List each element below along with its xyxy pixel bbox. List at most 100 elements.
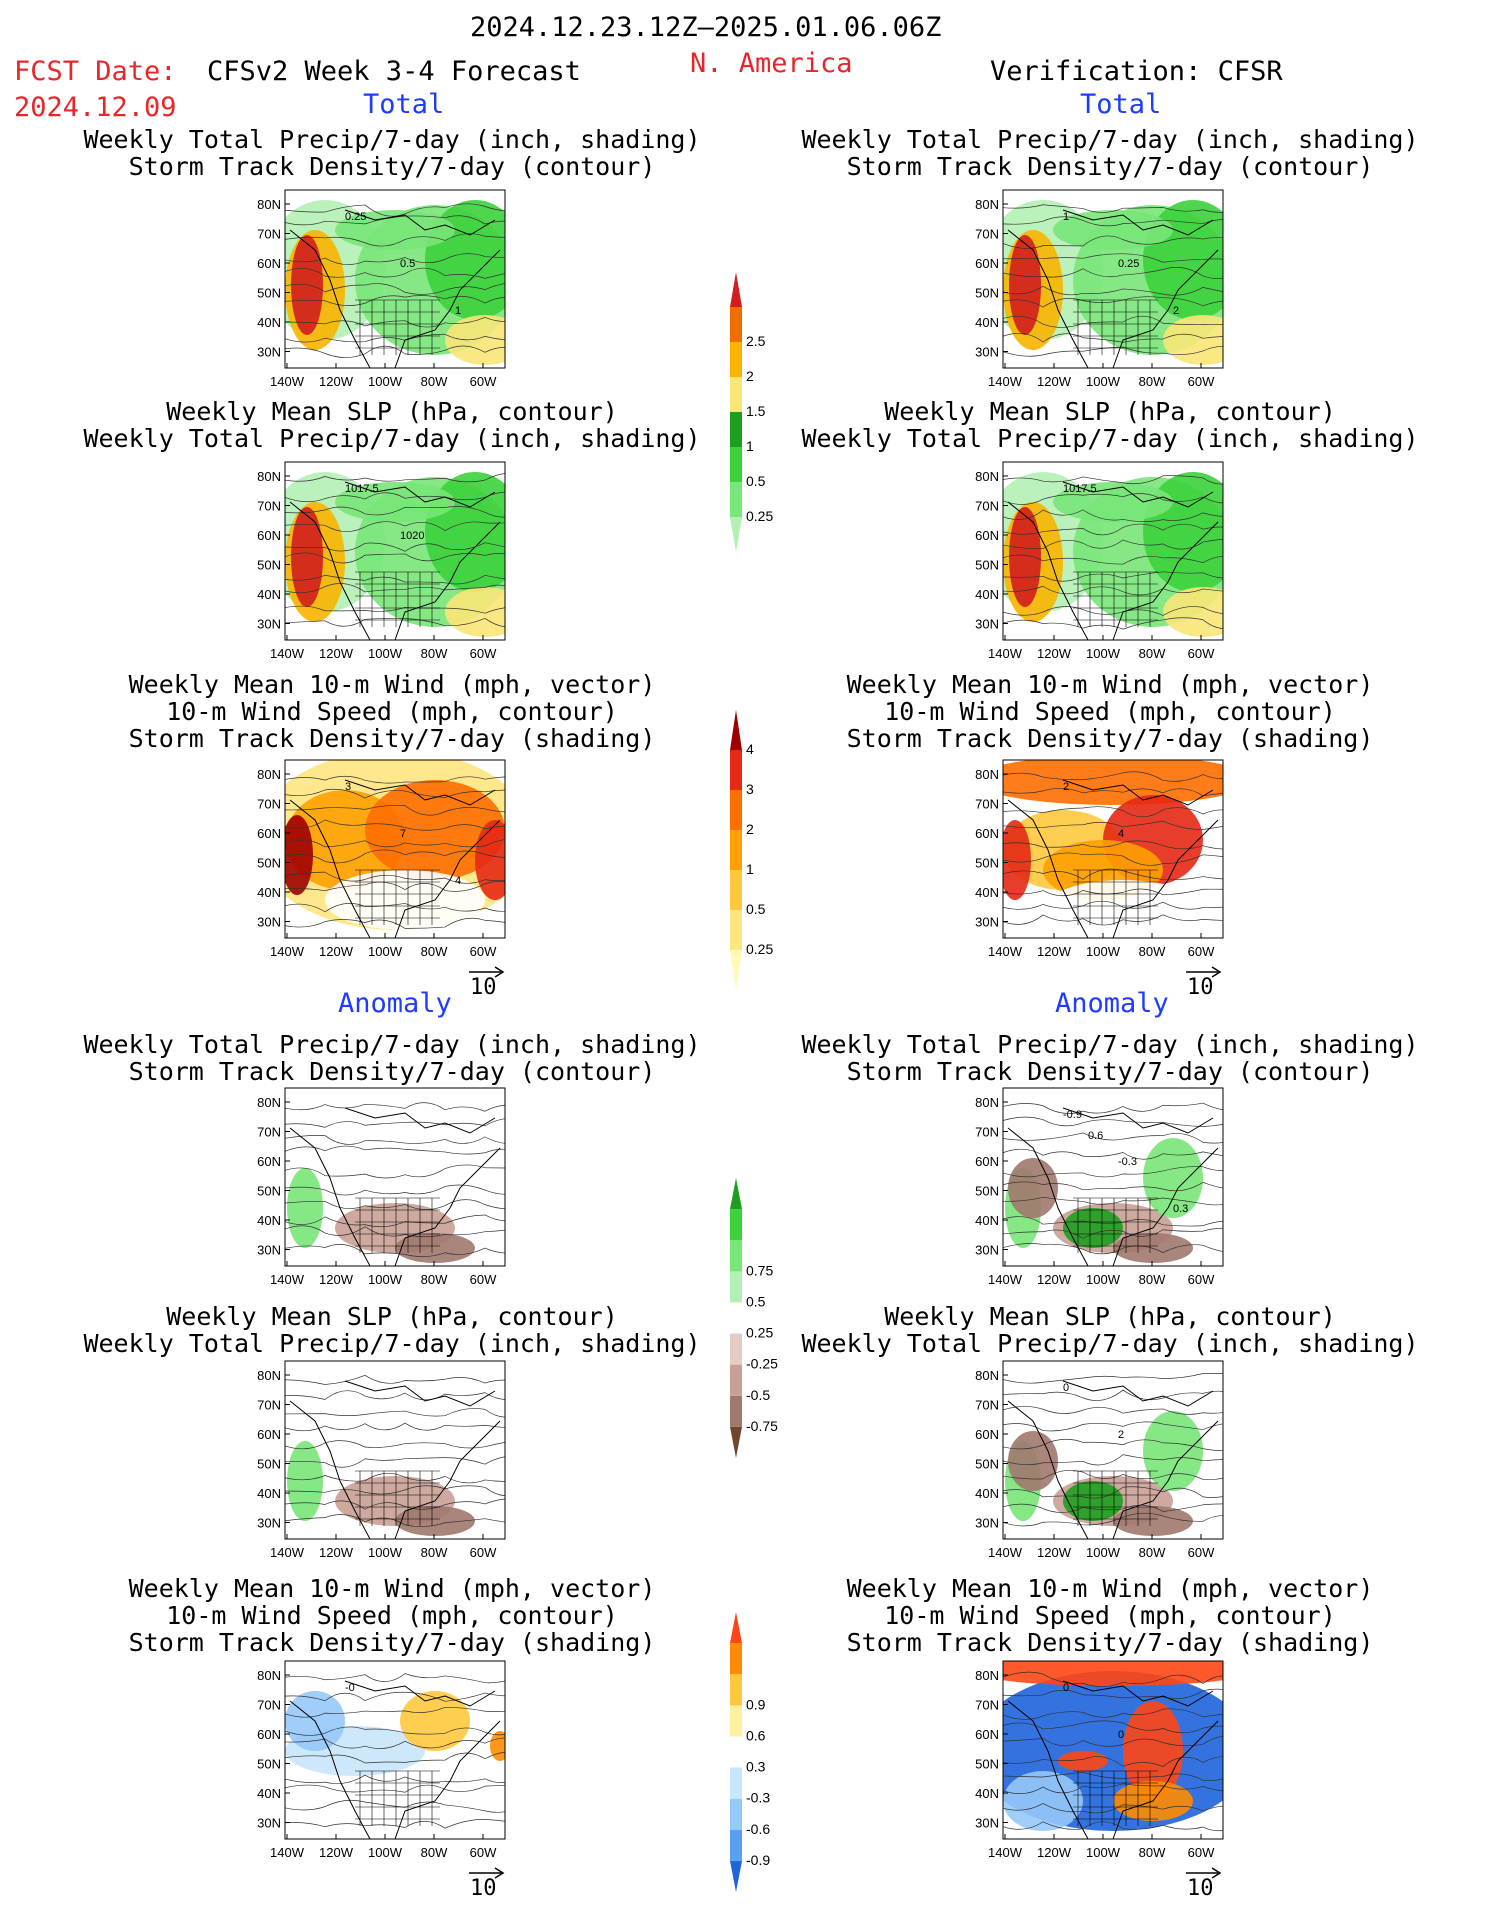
y-tick-label: 60N xyxy=(975,1427,999,1442)
y-tick-label: 70N xyxy=(975,1125,999,1140)
colorbar-label: 0.75 xyxy=(746,1262,773,1278)
colorbar-swatch xyxy=(730,950,742,990)
x-tick-label: 80W xyxy=(421,1845,448,1860)
x-tick-label: 120W xyxy=(319,374,354,389)
panel-title-L3: Weekly Mean 10-m Wind (mph, vector) 10-m … xyxy=(62,671,722,752)
colorbar-swatch xyxy=(730,342,742,377)
y-tick-label: 70N xyxy=(257,1698,281,1713)
panel-title-line: Weekly Total Precip/7-day (inch, shading… xyxy=(801,125,1419,154)
x-tick-label: 60W xyxy=(470,1845,497,1860)
y-tick-label: 80N xyxy=(257,469,281,484)
colorbar-swatch xyxy=(730,1612,742,1644)
panel-title-line: Weekly Mean 10-m Wind (mph, vector) xyxy=(128,670,656,699)
anomaly-left-label: Anomaly xyxy=(338,988,452,1019)
colorbar-label: -0.5 xyxy=(746,1387,770,1403)
x-tick-label: 120W xyxy=(1037,1845,1072,1860)
contour-label: 4 xyxy=(1118,828,1124,840)
y-tick-label: 60N xyxy=(257,826,281,841)
y-tick-label: 50N xyxy=(257,1184,281,1199)
panel-title-line: Weekly Mean 10-m Wind (mph, vector) xyxy=(846,670,1374,699)
x-tick-label: 140W xyxy=(988,1272,1023,1287)
x-tick-label: 60W xyxy=(1188,1272,1215,1287)
colorbar-swatch xyxy=(730,307,742,342)
x-tick-label: 120W xyxy=(319,1845,354,1860)
y-tick-label: 40N xyxy=(975,1213,999,1228)
colorbar-swatch xyxy=(730,1426,742,1458)
colorbar-swatch xyxy=(730,482,742,517)
contour-label: 2 xyxy=(1063,781,1069,793)
y-tick-label: 60N xyxy=(257,528,281,543)
panel-title-line: Storm Track Density/7-day (contour) xyxy=(846,152,1374,181)
x-tick-label: 60W xyxy=(470,1272,497,1287)
contour-label: 3 xyxy=(345,781,351,793)
colorbar-label: -0.3 xyxy=(746,1790,770,1806)
colorbar-swatch xyxy=(730,1209,742,1241)
y-tick-label: 50N xyxy=(975,1184,999,1199)
x-tick-label: 60W xyxy=(1188,646,1215,661)
colorbar-swatch xyxy=(730,377,742,412)
vector-reference-label: 10 xyxy=(470,975,497,1000)
colorbar-label: 4 xyxy=(746,741,754,757)
x-tick-label: 100W xyxy=(1086,646,1121,661)
contour-label: 0.6 xyxy=(1088,1130,1103,1142)
panel-title-R6: Weekly Mean 10-m Wind (mph, vector) 10-m … xyxy=(780,1575,1440,1656)
x-tick-label: 100W xyxy=(1086,944,1121,959)
colorbar-swatch xyxy=(730,1798,742,1830)
colorbar-label: 0.25 xyxy=(746,508,773,524)
x-tick-label: 120W xyxy=(1037,944,1072,959)
colorbar-swatch xyxy=(730,1643,742,1675)
colorbar-label: 0.25 xyxy=(746,1325,773,1341)
contour-label: 0 xyxy=(1063,1382,1069,1394)
colorbar-swatch xyxy=(730,830,742,870)
x-tick-label: 140W xyxy=(270,944,305,959)
panel-title-line: Weekly Mean SLP (hPa, contour) xyxy=(166,397,618,426)
colorbar-label: 1.5 xyxy=(746,403,766,419)
region-title: N. America xyxy=(690,48,853,79)
panel-title-line: Weekly Mean SLP (hPa, contour) xyxy=(884,1302,1336,1331)
colorbar-label: -0.75 xyxy=(746,1418,778,1434)
contour-label: 4 xyxy=(455,875,461,887)
x-tick-label: 100W xyxy=(368,1272,403,1287)
y-tick-label: 40N xyxy=(257,1213,281,1228)
y-tick-label: 60N xyxy=(975,1154,999,1169)
panel-title-R2: Weekly Mean SLP (hPa, contour) Weekly Tot… xyxy=(780,398,1440,452)
colorbar-label: 1 xyxy=(746,861,754,877)
panel-title-line: Weekly Total Precip/7-day (inch, shading… xyxy=(801,1030,1419,1059)
y-tick-label: 80N xyxy=(975,1095,999,1110)
x-tick-label: 140W xyxy=(270,1545,305,1560)
x-tick-label: 120W xyxy=(1037,1272,1072,1287)
y-tick-label: 30N xyxy=(257,915,281,930)
y-tick-label: 80N xyxy=(975,197,999,212)
panel-title-line: 10-m Wind Speed (mph, contour) xyxy=(166,697,618,726)
panel-title-line: Weekly Total Precip/7-day (inch, shading… xyxy=(801,1329,1419,1358)
colorbar-swatch xyxy=(730,1271,742,1303)
colorbar-label: 0.5 xyxy=(746,901,766,917)
x-tick-label: 80W xyxy=(1139,374,1166,389)
model-title: CFSv2 Week 3-4 Forecast xyxy=(207,56,581,87)
y-tick-label: 40N xyxy=(975,315,999,330)
date-range-title: 2024.12.23.12Z–2025.01.06.06Z xyxy=(470,12,942,43)
panel-title-line: Weekly Mean 10-m Wind (mph, vector) xyxy=(128,1574,656,1603)
y-tick-label: 40N xyxy=(257,587,281,602)
y-tick-label: 30N xyxy=(257,617,281,632)
x-tick-label: 120W xyxy=(319,1545,354,1560)
vector-reference-arrow xyxy=(1186,966,1222,978)
map-panel-L1: 0.25 0.5 1 80N 70N 60N 50N 40N 30N 140W 120W 100W 80… xyxy=(257,189,506,389)
vector-reference-arrow xyxy=(469,1867,505,1879)
colorbar-label: 2.5 xyxy=(746,333,766,349)
contour-label: 0 xyxy=(1118,1729,1124,1741)
x-tick-label: 60W xyxy=(470,646,497,661)
colorbar-swatch xyxy=(730,790,742,830)
panel-title-line: Storm Track Density/7-day (shading) xyxy=(128,1628,656,1657)
y-tick-label: 70N xyxy=(975,797,999,812)
y-tick-label: 30N xyxy=(975,1516,999,1531)
panel-title-R1: Weekly Total Precip/7-day (inch, shading… xyxy=(780,126,1440,180)
verification-title: Verification: CFSR xyxy=(990,56,1283,87)
y-tick-label: 50N xyxy=(975,286,999,301)
y-tick-label: 50N xyxy=(257,1757,281,1772)
x-tick-label: 60W xyxy=(470,1545,497,1560)
y-tick-label: 70N xyxy=(975,499,999,514)
y-tick-label: 30N xyxy=(975,345,999,360)
map-panel-R3: 2 4 80N 70N 60N 50N 40N 30N 140W 120W 100W 80W 60W xyxy=(975,759,1224,959)
colorbar-storm-total: 0.25 0.5 1 2 3 4 xyxy=(730,710,773,990)
